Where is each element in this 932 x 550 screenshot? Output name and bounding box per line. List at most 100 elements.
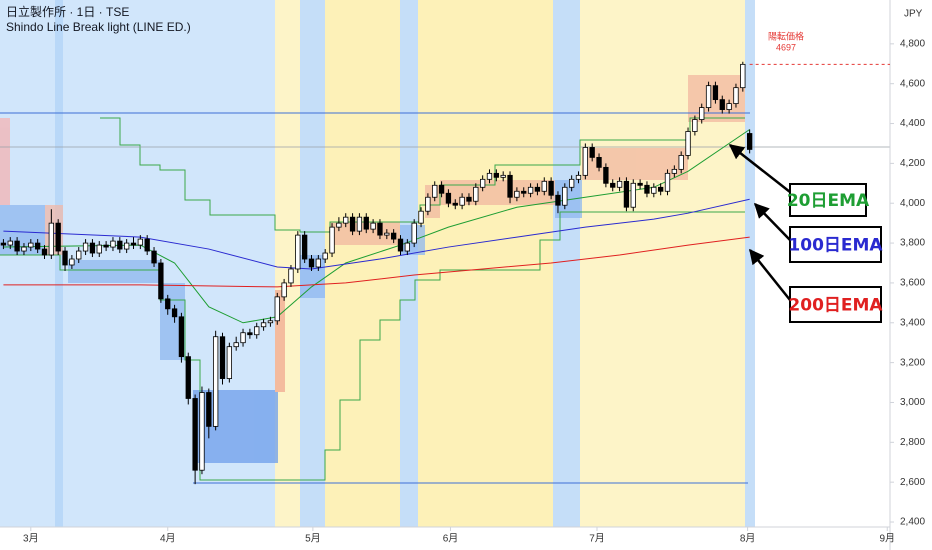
x-tick-label: 7月	[589, 533, 605, 545]
candle-body	[493, 172, 500, 178]
candle-body	[719, 99, 725, 110]
candle-body	[219, 336, 226, 379]
candle-body	[267, 320, 274, 324]
y-tick-label: 4,600	[900, 78, 925, 89]
legend-box	[789, 286, 882, 323]
candle-body	[363, 216, 369, 230]
candle-body	[733, 87, 739, 105]
ema-line	[3, 198, 750, 270]
candle-body	[740, 63, 746, 89]
candle-body	[7, 240, 13, 246]
candle-body	[712, 85, 719, 101]
candle-body	[254, 326, 260, 336]
candle-body	[377, 222, 383, 236]
legend-label: 100日EMA	[788, 236, 883, 256]
candle-body	[726, 103, 732, 110]
candle-body	[247, 332, 253, 336]
candle-body	[69, 258, 75, 266]
plot	[0, 61, 753, 485]
candle-body	[281, 282, 287, 298]
candle-body	[82, 242, 89, 252]
candle-body	[678, 155, 684, 170]
candle-body	[260, 322, 267, 328]
candle-body	[425, 196, 431, 212]
x-tick-label: 6月	[443, 533, 459, 545]
candle-body	[89, 242, 96, 254]
candle-body	[500, 174, 506, 178]
candle-body	[212, 336, 219, 427]
arrows	[728, 144, 791, 301]
candle-body	[404, 242, 411, 252]
candle-body	[637, 182, 643, 186]
candle-body	[459, 196, 465, 206]
candle-body	[21, 246, 27, 252]
candle-body	[301, 234, 308, 260]
candle-body	[699, 107, 705, 120]
candle-body	[575, 174, 582, 180]
candle-body	[746, 133, 753, 150]
candle-body	[34, 242, 41, 250]
candle-body	[418, 210, 424, 224]
y-tick-label: 4,000	[900, 198, 925, 209]
legend-label: 20日EMA	[787, 191, 870, 211]
x-tick-label: 9月	[879, 533, 895, 545]
candle-body	[192, 398, 198, 471]
candle-body	[110, 240, 116, 248]
candle-body	[349, 216, 356, 232]
candle-body	[171, 308, 178, 318]
candle-body	[616, 180, 623, 188]
candle-body	[123, 242, 130, 250]
candle-body	[507, 174, 513, 198]
candle-body	[343, 216, 349, 224]
candle-body	[199, 392, 205, 471]
candle-body	[356, 216, 363, 232]
legend-box	[789, 226, 882, 263]
chart-subtitle: Shindo Line Break light (LINE ED.)	[6, 20, 191, 34]
candle-body	[151, 250, 157, 264]
reversal-value: 4697	[776, 42, 796, 52]
x-tick-label: 5月	[305, 533, 321, 545]
candle-body	[48, 222, 55, 256]
candle-body	[41, 248, 48, 256]
candle-body	[103, 244, 109, 248]
candle-body	[514, 190, 520, 198]
y-tick-label: 4,400	[900, 118, 925, 129]
candle-body	[117, 240, 123, 250]
y-tick-label: 4,200	[900, 158, 925, 169]
candle-body	[671, 168, 678, 174]
candle-body	[130, 242, 137, 246]
candle-body	[62, 250, 68, 266]
candle-body	[397, 238, 404, 252]
candle-body	[308, 258, 315, 268]
candle-body	[315, 258, 322, 268]
candle-body	[596, 157, 602, 168]
y-tick-label: 2,800	[900, 437, 925, 448]
candle-body	[165, 298, 171, 310]
candle-body	[144, 238, 150, 252]
y-tick-label: 2,600	[900, 477, 925, 488]
y-tick-label: 3,600	[900, 278, 925, 289]
legend-box	[789, 183, 867, 217]
candle-body	[562, 186, 568, 206]
candle-body	[158, 262, 164, 300]
candle-body	[432, 184, 438, 198]
candle-body	[651, 186, 657, 194]
candle-body	[185, 356, 191, 399]
y-tick-label: 2,400	[900, 517, 925, 528]
candle-body	[527, 186, 534, 194]
candle-body	[623, 180, 630, 208]
candle-body	[28, 242, 34, 248]
candle-body	[685, 131, 691, 156]
candle-body	[582, 147, 589, 176]
candle-body	[657, 186, 664, 192]
candle-body	[445, 192, 452, 204]
y-tick-label: 3,800	[900, 238, 925, 249]
candle-body	[55, 222, 61, 252]
x-tick-label: 3月	[23, 533, 39, 545]
candle-body	[336, 222, 342, 228]
candle-body	[390, 232, 397, 240]
y-tick-label: 3,400	[900, 317, 925, 328]
candle-body	[0, 242, 7, 246]
candle-body	[370, 222, 376, 230]
